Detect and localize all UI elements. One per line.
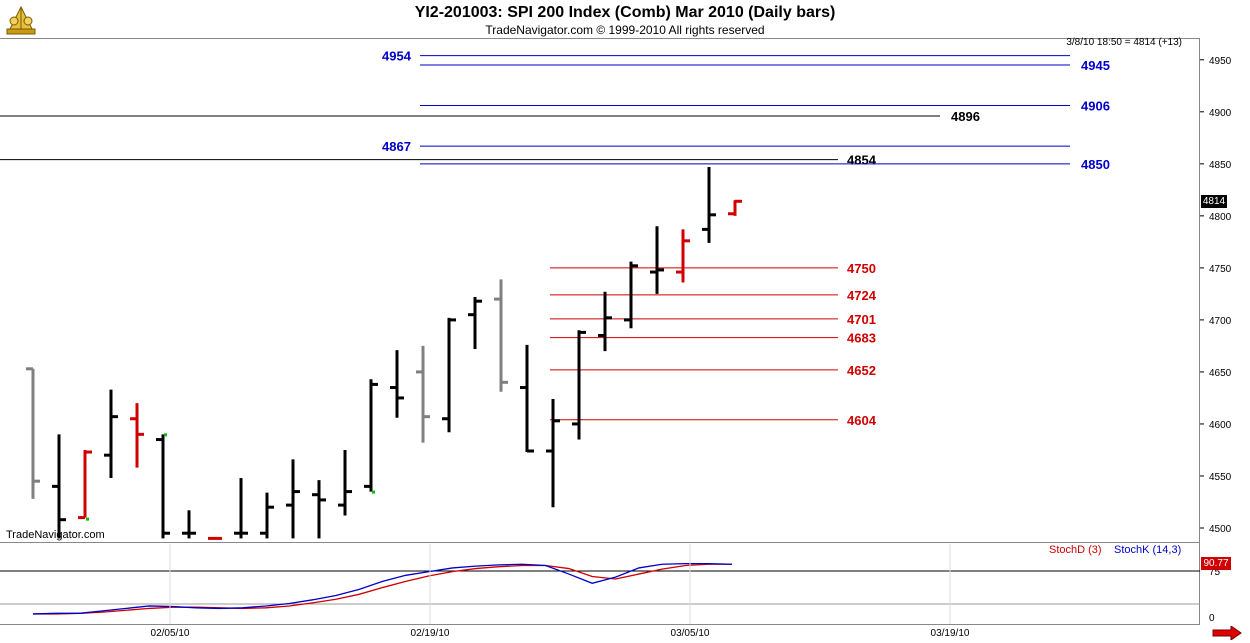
- ohlc-bar: [598, 291, 612, 352]
- ohlc-bar: [78, 449, 92, 520]
- x-tick-label: 03/19/10: [931, 628, 970, 639]
- ohlc-bar: [208, 536, 222, 540]
- ohlc-bar: [234, 478, 248, 539]
- stoch-tick-label: 75: [1209, 567, 1221, 578]
- y-tick-label: 4750: [1209, 264, 1232, 275]
- watermark: TradeNavigator.com: [6, 529, 105, 541]
- ohlc-bar: [676, 229, 690, 283]
- level-label-4896: 4896: [951, 109, 980, 124]
- x-axis: 02/05/10 02/19/10 03/05/10 03/19/10: [151, 544, 970, 639]
- trade-navigator-logo-icon[interactable]: [4, 3, 38, 37]
- ohlc-bar: [156, 434, 170, 539]
- ohlc-bar: [312, 480, 326, 539]
- y-tick-label: 4700: [1209, 316, 1232, 327]
- level-lines: 4954 4945 4906 4896 4867 4854 4850 4750 4724 4701…: [0, 49, 1110, 428]
- ohlc-bar: [104, 389, 118, 479]
- stoch-d-legend: StochD (3): [1049, 544, 1102, 556]
- signal-marker: [164, 433, 167, 437]
- level-label-4906: 4906: [1081, 99, 1110, 114]
- ohlc-bar: [702, 166, 716, 243]
- level-label-4867: 4867: [382, 139, 411, 154]
- ohlc-bar: [494, 279, 508, 392]
- y-tick-label: 4850: [1209, 160, 1232, 171]
- level-label-4750: 4750: [847, 261, 876, 276]
- y-tick-label: 4900: [1209, 108, 1232, 119]
- level-label-4954: 4954: [382, 49, 412, 64]
- chart-header: YI2-201003: SPI 200 Index (Comb) Mar 201…: [0, 0, 1250, 40]
- ohlc-bar: [364, 379, 378, 492]
- ohlc-bar: [26, 367, 40, 499]
- quote-info: 3/8/10 18:50 = 4814 (+13): [1066, 37, 1182, 48]
- ohlc-bars: [26, 166, 742, 540]
- y-tick-label: 4500: [1209, 524, 1232, 535]
- level-label-4604: 4604: [847, 413, 877, 428]
- chart-title: YI2-201003: SPI 200 Index (Comb) Mar 201…: [414, 4, 836, 21]
- level-label-4945: 4945: [1081, 58, 1110, 73]
- ohlc-bar: [286, 459, 300, 539]
- level-label-4724: 4724: [847, 288, 877, 303]
- ohlc-bar: [442, 317, 456, 433]
- ohlc-bar: [52, 434, 66, 539]
- level-label-4683: 4683: [847, 331, 876, 346]
- ohlc-bar: [390, 350, 404, 418]
- signal-marker: [372, 490, 375, 494]
- y-tick-label: 4800: [1209, 212, 1232, 223]
- stoch-value-badge: 90.77: [1201, 557, 1231, 570]
- stoch-k-legend: StochK (14,3): [1114, 544, 1182, 556]
- ohlc-bar: [624, 261, 638, 329]
- last-price-badge: 4814: [1201, 195, 1227, 208]
- ohlc-bar: [520, 344, 534, 453]
- ohlc-bar: [468, 297, 482, 350]
- ohlc-bar: [728, 199, 742, 216]
- level-label-4854: 4854: [847, 153, 877, 168]
- stoch-tick-label: 0: [1209, 613, 1215, 624]
- stoch-d-line: [33, 563, 732, 615]
- price-panel[interactable]: [0, 38, 1200, 543]
- x-tick-label: 02/19/10: [411, 628, 450, 639]
- ohlc-bar: [650, 226, 664, 294]
- stoch-k-line: [32, 562, 733, 615]
- y-tick-label: 4550: [1209, 472, 1232, 483]
- ohlc-bar: [416, 345, 430, 443]
- stochastic-panel[interactable]: [0, 543, 1200, 625]
- ohlc-bar: [572, 330, 586, 440]
- signal-marker: [86, 517, 89, 521]
- ohlc-bar: [338, 449, 352, 516]
- level-label-4652: 4652: [847, 363, 876, 378]
- ohlc-bar: [546, 398, 560, 508]
- scroll-right-arrow-icon[interactable]: [1212, 626, 1242, 640]
- y-tick-label: 4950: [1209, 56, 1232, 67]
- level-label-4850: 4850: [1081, 157, 1110, 172]
- y-axis: 4500 4550 4600 4650 4700 4750 4800 4850 4900 4950: [1200, 56, 1232, 535]
- x-tick-label: 03/05/10: [671, 628, 710, 639]
- x-tick-label: 02/05/10: [151, 628, 190, 639]
- copyright-notice: TradeNavigator.com © 1999-2010 All right…: [485, 23, 765, 37]
- ohlc-bar: [130, 403, 144, 468]
- ohlc-bar: [260, 492, 274, 539]
- y-tick-label: 4600: [1209, 420, 1232, 431]
- y-tick-label: 4650: [1209, 368, 1232, 379]
- level-label-4701: 4701: [847, 312, 876, 327]
- ohlc-bar: [182, 510, 196, 539]
- stochastic-lines: 75 0: [0, 562, 1221, 624]
